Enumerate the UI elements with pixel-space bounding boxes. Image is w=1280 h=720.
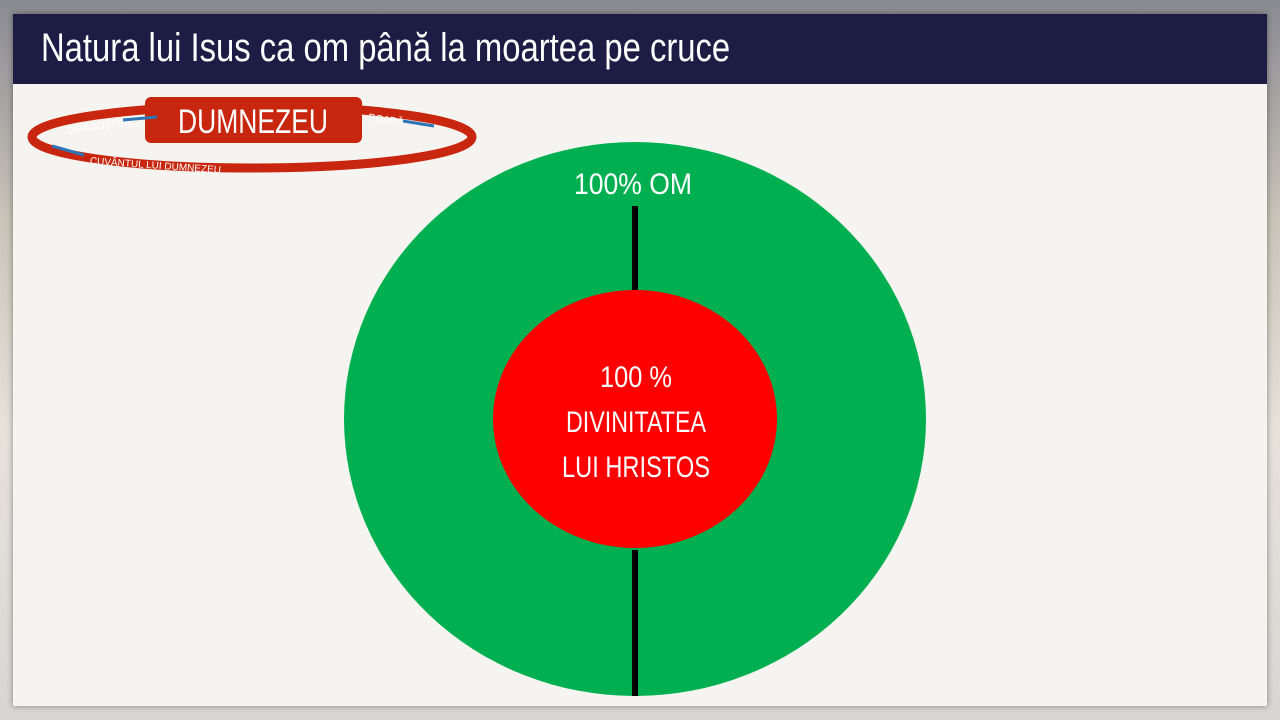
arrow-bottom-icon [51,144,85,157]
ring-bottom: CUVÂNTUL LUI DUMNEZEU [90,154,222,176]
dumnezeu-box [145,97,362,143]
slide-title: Natura lui Isus ca om până la moartea pe… [41,26,731,70]
outer-label: 100% OM [574,168,692,201]
title-bar: Natura lui Isus ca om până la moartea pe… [13,14,1267,84]
inner-line-2: DIVINITATEA [566,406,706,439]
arrow-left-icon [122,115,158,122]
inner-line-1: 100 % [600,361,672,394]
ring-center: DUMNEZEU [178,103,328,141]
inner-circle [493,290,777,548]
arrow-right-icon [402,119,435,128]
inner-line-3: LUI HRISTOS [562,451,710,484]
